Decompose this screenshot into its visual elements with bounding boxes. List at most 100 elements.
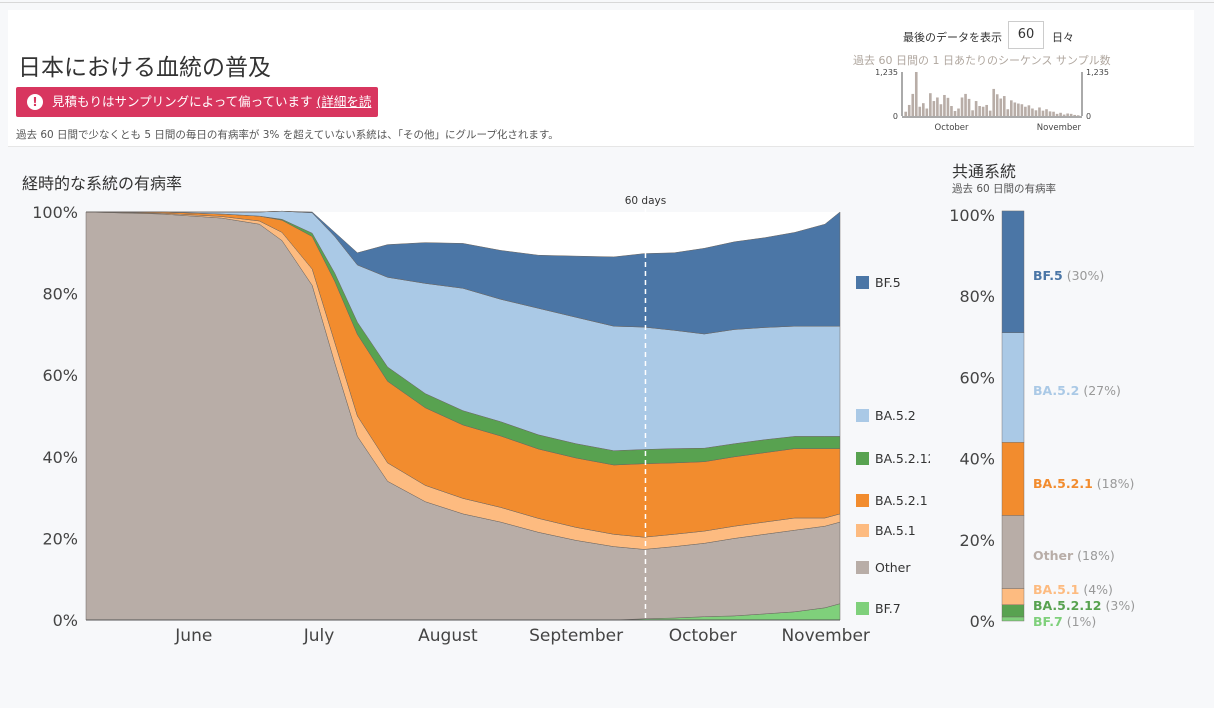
- bar-label-pct: (4%): [1083, 582, 1113, 597]
- mini-bar: [981, 106, 985, 116]
- mini-bar: [1048, 111, 1052, 116]
- bar-y-tick-label: 0%: [970, 612, 995, 631]
- mini-bar: [1031, 108, 1034, 116]
- bar-label-pct: (18%): [1097, 476, 1135, 491]
- mini-bar: [964, 93, 967, 116]
- mini-bar: [992, 88, 996, 116]
- x-tick-label: June: [174, 626, 212, 646]
- mini-bar: [967, 98, 971, 116]
- bar-label-name: Other: [1033, 548, 1074, 563]
- mini-bar: [939, 104, 943, 116]
- legend-label-bf-7: BF.7: [875, 601, 901, 616]
- bar-label-pct: (27%): [1083, 383, 1121, 398]
- y-tick-label: 20%: [42, 529, 78, 548]
- mini-bar: [918, 106, 922, 116]
- bar-label-name: BA.5.2: [1033, 383, 1079, 398]
- common-lineages-subtitle: 過去 60 日間の有病率: [952, 183, 1057, 195]
- bar-segment-ba-5-1: [1001, 588, 1025, 605]
- bar-label-bf-5: BF.5 (30%): [1033, 268, 1104, 283]
- mini-bar: [1006, 109, 1010, 116]
- mini-bar: [1069, 113, 1073, 116]
- grouping-note: 過去 60 日間で少なくとも 5 日間の毎日の有病率が 3% を超えていない系統…: [16, 129, 559, 141]
- mini-bar: [971, 110, 974, 116]
- bar-segment-other: [1001, 515, 1025, 589]
- mini-bar: [1076, 115, 1080, 116]
- mini-bar: [988, 110, 992, 116]
- legend-swatch-ba-5-2-1: [856, 494, 869, 507]
- area-bf-5: [86, 210, 841, 335]
- y-tick-label: 40%: [42, 448, 78, 467]
- mini-bar: [1055, 113, 1059, 116]
- legend-label-ba-5-2: BA.5.2: [875, 408, 916, 423]
- page-title: 日本における血統の普及: [18, 55, 271, 81]
- mini-bar: [1045, 109, 1048, 116]
- mini-x-tick: November: [1037, 123, 1082, 133]
- bar-label-other: Other (18%): [1033, 548, 1115, 563]
- mini-bar: [907, 104, 911, 116]
- bar-segment-ba-5-2-12: [1001, 604, 1025, 618]
- bar-y-tick-label: 40%: [959, 450, 995, 469]
- mini-bar: [974, 101, 978, 116]
- y-tick-label: 100%: [32, 203, 78, 222]
- bar-label-ba-5-2: BA.5.2 (27%): [1033, 383, 1121, 398]
- bar-segment-ba-5-2: [1001, 332, 1025, 443]
- bar-label-name: BA.5.2.12: [1033, 598, 1101, 613]
- mini-bar: [960, 97, 964, 116]
- legend-swatch-bf-7: [856, 602, 869, 615]
- mini-bar: [914, 72, 918, 116]
- mini-bar: [943, 94, 946, 116]
- prevalence-area-chart: 0% 20% 40% 60% 80% 100% June July August Septembe…: [32, 195, 930, 646]
- mini-bar: [1062, 114, 1066, 116]
- sampling-warning-banner[interactable]: ! 見積もりはサンプリングによって偏っています (詳細を読む): [16, 87, 378, 139]
- prevalence-chart-title: 経時的な系統の有病率: [22, 174, 183, 193]
- mini-bar: [1027, 105, 1031, 116]
- bar-label-pct: (30%): [1067, 268, 1105, 283]
- bar-label-name: BF.5: [1033, 268, 1063, 283]
- legend-swatch-ba-5-1: [856, 524, 869, 537]
- mini-bar: [932, 101, 936, 116]
- days-unit: 日々: [1052, 31, 1074, 44]
- y-tick-label: 60%: [42, 366, 78, 385]
- mini-bar: [978, 106, 981, 116]
- header-card: [8, 10, 1194, 147]
- legend-swatch-ba-5-2-12: [856, 452, 869, 465]
- mini-bar: [1013, 102, 1017, 116]
- bar-segment-bf-7: [1001, 616, 1025, 622]
- legend-label-other: Other: [875, 560, 911, 575]
- mini-ymax-left: 1,235: [875, 68, 898, 77]
- bar-y-tick-label: 60%: [959, 368, 995, 387]
- legend-label-ba-5-1: BA.5.1: [875, 523, 916, 538]
- sequence-count-title: 過去 60 日間の 1 日あたりのシーケンス サンプル数: [853, 54, 1111, 67]
- x-tick-label: July: [303, 626, 335, 646]
- mini-bar: [1034, 110, 1038, 116]
- legend-label-ba-5-2-1: BA.5.2.1: [875, 493, 928, 508]
- mini-bar: [1017, 103, 1020, 116]
- mini-bar: [1038, 107, 1041, 116]
- bar-label-bf-7: BF.7 (1%): [1033, 614, 1096, 629]
- mini-ymax-right: 1,235: [1086, 68, 1109, 77]
- mini-bar: [1010, 100, 1013, 116]
- read-more-link[interactable]: (詳細を読む): [52, 94, 372, 139]
- bar-label-ba-5-1: BA.5.1 (4%): [1033, 582, 1113, 597]
- bar-label-name: BA.5.1: [1033, 582, 1079, 597]
- bar-label-name: BA.5.2.1: [1033, 476, 1093, 491]
- mini-bar: [1052, 111, 1055, 116]
- alert-icon: !: [27, 94, 43, 110]
- legend-label-ba-5-2-12: BA.5.2.12: [875, 451, 930, 466]
- x-tick-label: August: [418, 626, 478, 646]
- mini-bar: [957, 108, 960, 116]
- mini-bar: [936, 97, 939, 116]
- bar-segment-bf-5: [1001, 210, 1025, 333]
- bar-label-name: BF.7: [1033, 614, 1063, 629]
- days-input[interactable]: 60: [1008, 21, 1044, 49]
- sequence-count-chart: 1,235 0 1,235 0 October November: [875, 68, 1109, 133]
- mini-bar: [953, 111, 957, 116]
- mini-bar: [904, 111, 908, 116]
- mini-bar: [1073, 114, 1076, 116]
- bar-label-ba-5-2-1: BA.5.2.1 (18%): [1033, 476, 1134, 491]
- bar-y-tick-label: 20%: [959, 531, 995, 550]
- y-tick-label: 80%: [42, 285, 78, 304]
- mini-bar: [1041, 110, 1045, 116]
- x-tick-label: November: [781, 626, 869, 646]
- days-label: 最後のデータを表示: [903, 31, 1002, 44]
